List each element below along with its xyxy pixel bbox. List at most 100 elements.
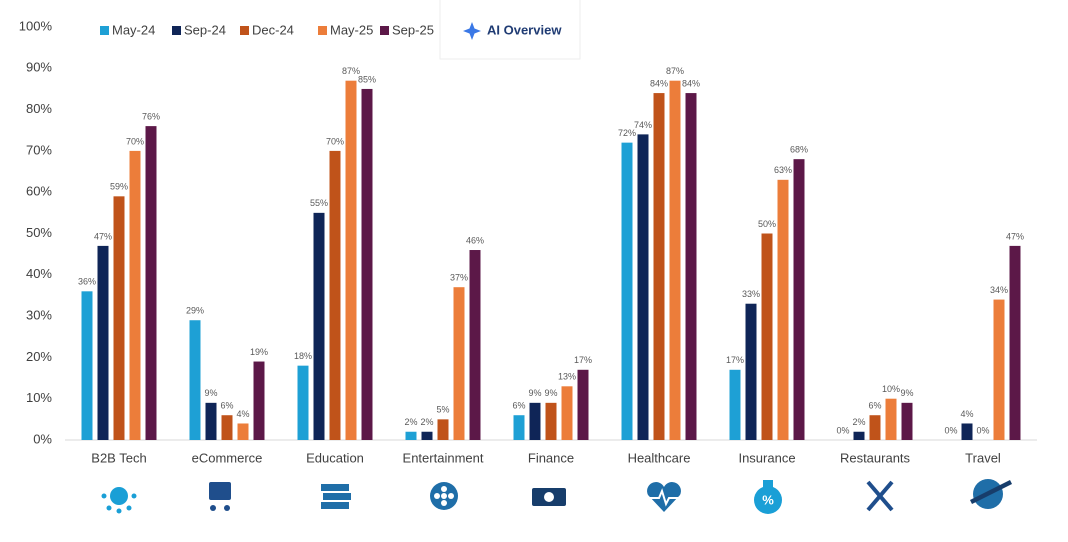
bar (561, 386, 573, 440)
bar (1009, 245, 1021, 440)
value-label: 17% (726, 355, 744, 365)
value-label: 18% (294, 351, 312, 361)
value-label: 63% (774, 165, 792, 175)
value-label: 37% (450, 273, 468, 283)
y-tick-label: 100% (19, 18, 53, 33)
y-tick-label: 0% (33, 431, 52, 446)
y-tick-label: 70% (26, 142, 52, 157)
value-label: 17% (574, 355, 592, 365)
y-tick-label: 80% (26, 101, 52, 116)
bar (545, 402, 557, 440)
x-tick-label: Education (306, 450, 364, 465)
legend-swatch (318, 26, 327, 35)
bar (297, 365, 309, 440)
value-label: 6% (868, 401, 881, 411)
x-tick-label: Travel (965, 450, 1001, 465)
icon-glyph: % (762, 492, 774, 507)
bar (761, 233, 773, 440)
value-label: 87% (666, 66, 684, 76)
value-label: 47% (1006, 231, 1024, 241)
bar (621, 142, 633, 440)
bar (205, 402, 217, 440)
value-label: 33% (742, 289, 760, 299)
value-label: 72% (618, 128, 636, 138)
icon (321, 484, 351, 509)
value-label: 46% (466, 235, 484, 245)
x-tick-label: Restaurants (840, 450, 911, 465)
y-tick-label: 60% (26, 184, 52, 199)
value-label: 47% (94, 231, 112, 241)
bar (189, 320, 201, 440)
badge-label: AI Overview (487, 22, 562, 37)
icon: % (754, 480, 782, 514)
value-label: 9% (528, 388, 541, 398)
value-label: 2% (852, 417, 865, 427)
category-icons: % (101, 479, 1012, 514)
value-label: 6% (512, 401, 525, 411)
value-label: 9% (544, 388, 557, 398)
y-tick-label: 10% (26, 390, 52, 405)
badge-box (439, 0, 581, 60)
icon (430, 482, 458, 510)
bar (745, 303, 757, 440)
bar (577, 369, 589, 440)
bar (653, 93, 665, 440)
value-label: 19% (250, 347, 268, 357)
icon (970, 479, 1012, 509)
bar (313, 212, 325, 440)
bar (253, 361, 265, 440)
value-label: 76% (142, 111, 160, 121)
bar (405, 431, 417, 440)
value-label: 0% (944, 425, 957, 435)
value-label: 50% (758, 219, 776, 229)
bar (869, 415, 881, 440)
x-tick-label: Finance (528, 450, 574, 465)
value-label: 4% (960, 409, 973, 419)
value-label: 9% (204, 388, 217, 398)
value-label: 6% (220, 401, 233, 411)
y-tick-label: 30% (26, 308, 52, 323)
bar (961, 423, 973, 440)
value-label: 34% (990, 285, 1008, 295)
bar (669, 80, 681, 440)
bar (237, 423, 249, 440)
value-label: 13% (558, 372, 576, 382)
icon (101, 487, 137, 514)
value-label: 74% (634, 120, 652, 130)
value-label: 10% (882, 384, 900, 394)
bar (97, 245, 109, 440)
bar (993, 299, 1005, 440)
bar (637, 134, 649, 440)
value-label: 0% (836, 425, 849, 435)
x-tick-label: Insurance (738, 450, 795, 465)
icon (209, 482, 231, 511)
value-label: 55% (310, 198, 328, 208)
y-tick-label: 90% (26, 60, 52, 75)
bar (901, 402, 913, 440)
bar (685, 93, 697, 440)
bar (145, 126, 157, 441)
y-tick-label: 40% (26, 266, 52, 281)
legend-label: May-24 (112, 22, 155, 37)
x-tick-label: Entertainment (403, 450, 484, 465)
bar (529, 402, 541, 440)
value-label: 85% (358, 74, 376, 84)
legend-label: Sep-25 (392, 22, 434, 37)
bar (793, 159, 805, 440)
value-label: 70% (126, 136, 144, 146)
value-label: 29% (186, 306, 204, 316)
bar (513, 415, 525, 440)
bar (853, 431, 865, 440)
bar (453, 287, 465, 440)
legend-label: May-25 (330, 22, 373, 37)
bar (421, 431, 433, 440)
value-label: 2% (404, 417, 417, 427)
legend-label: Dec-24 (252, 22, 294, 37)
value-label: 4% (236, 409, 249, 419)
value-label: 84% (650, 78, 668, 88)
bar (113, 196, 125, 440)
legend-label: Sep-24 (184, 22, 226, 37)
legend-swatch (100, 26, 109, 35)
